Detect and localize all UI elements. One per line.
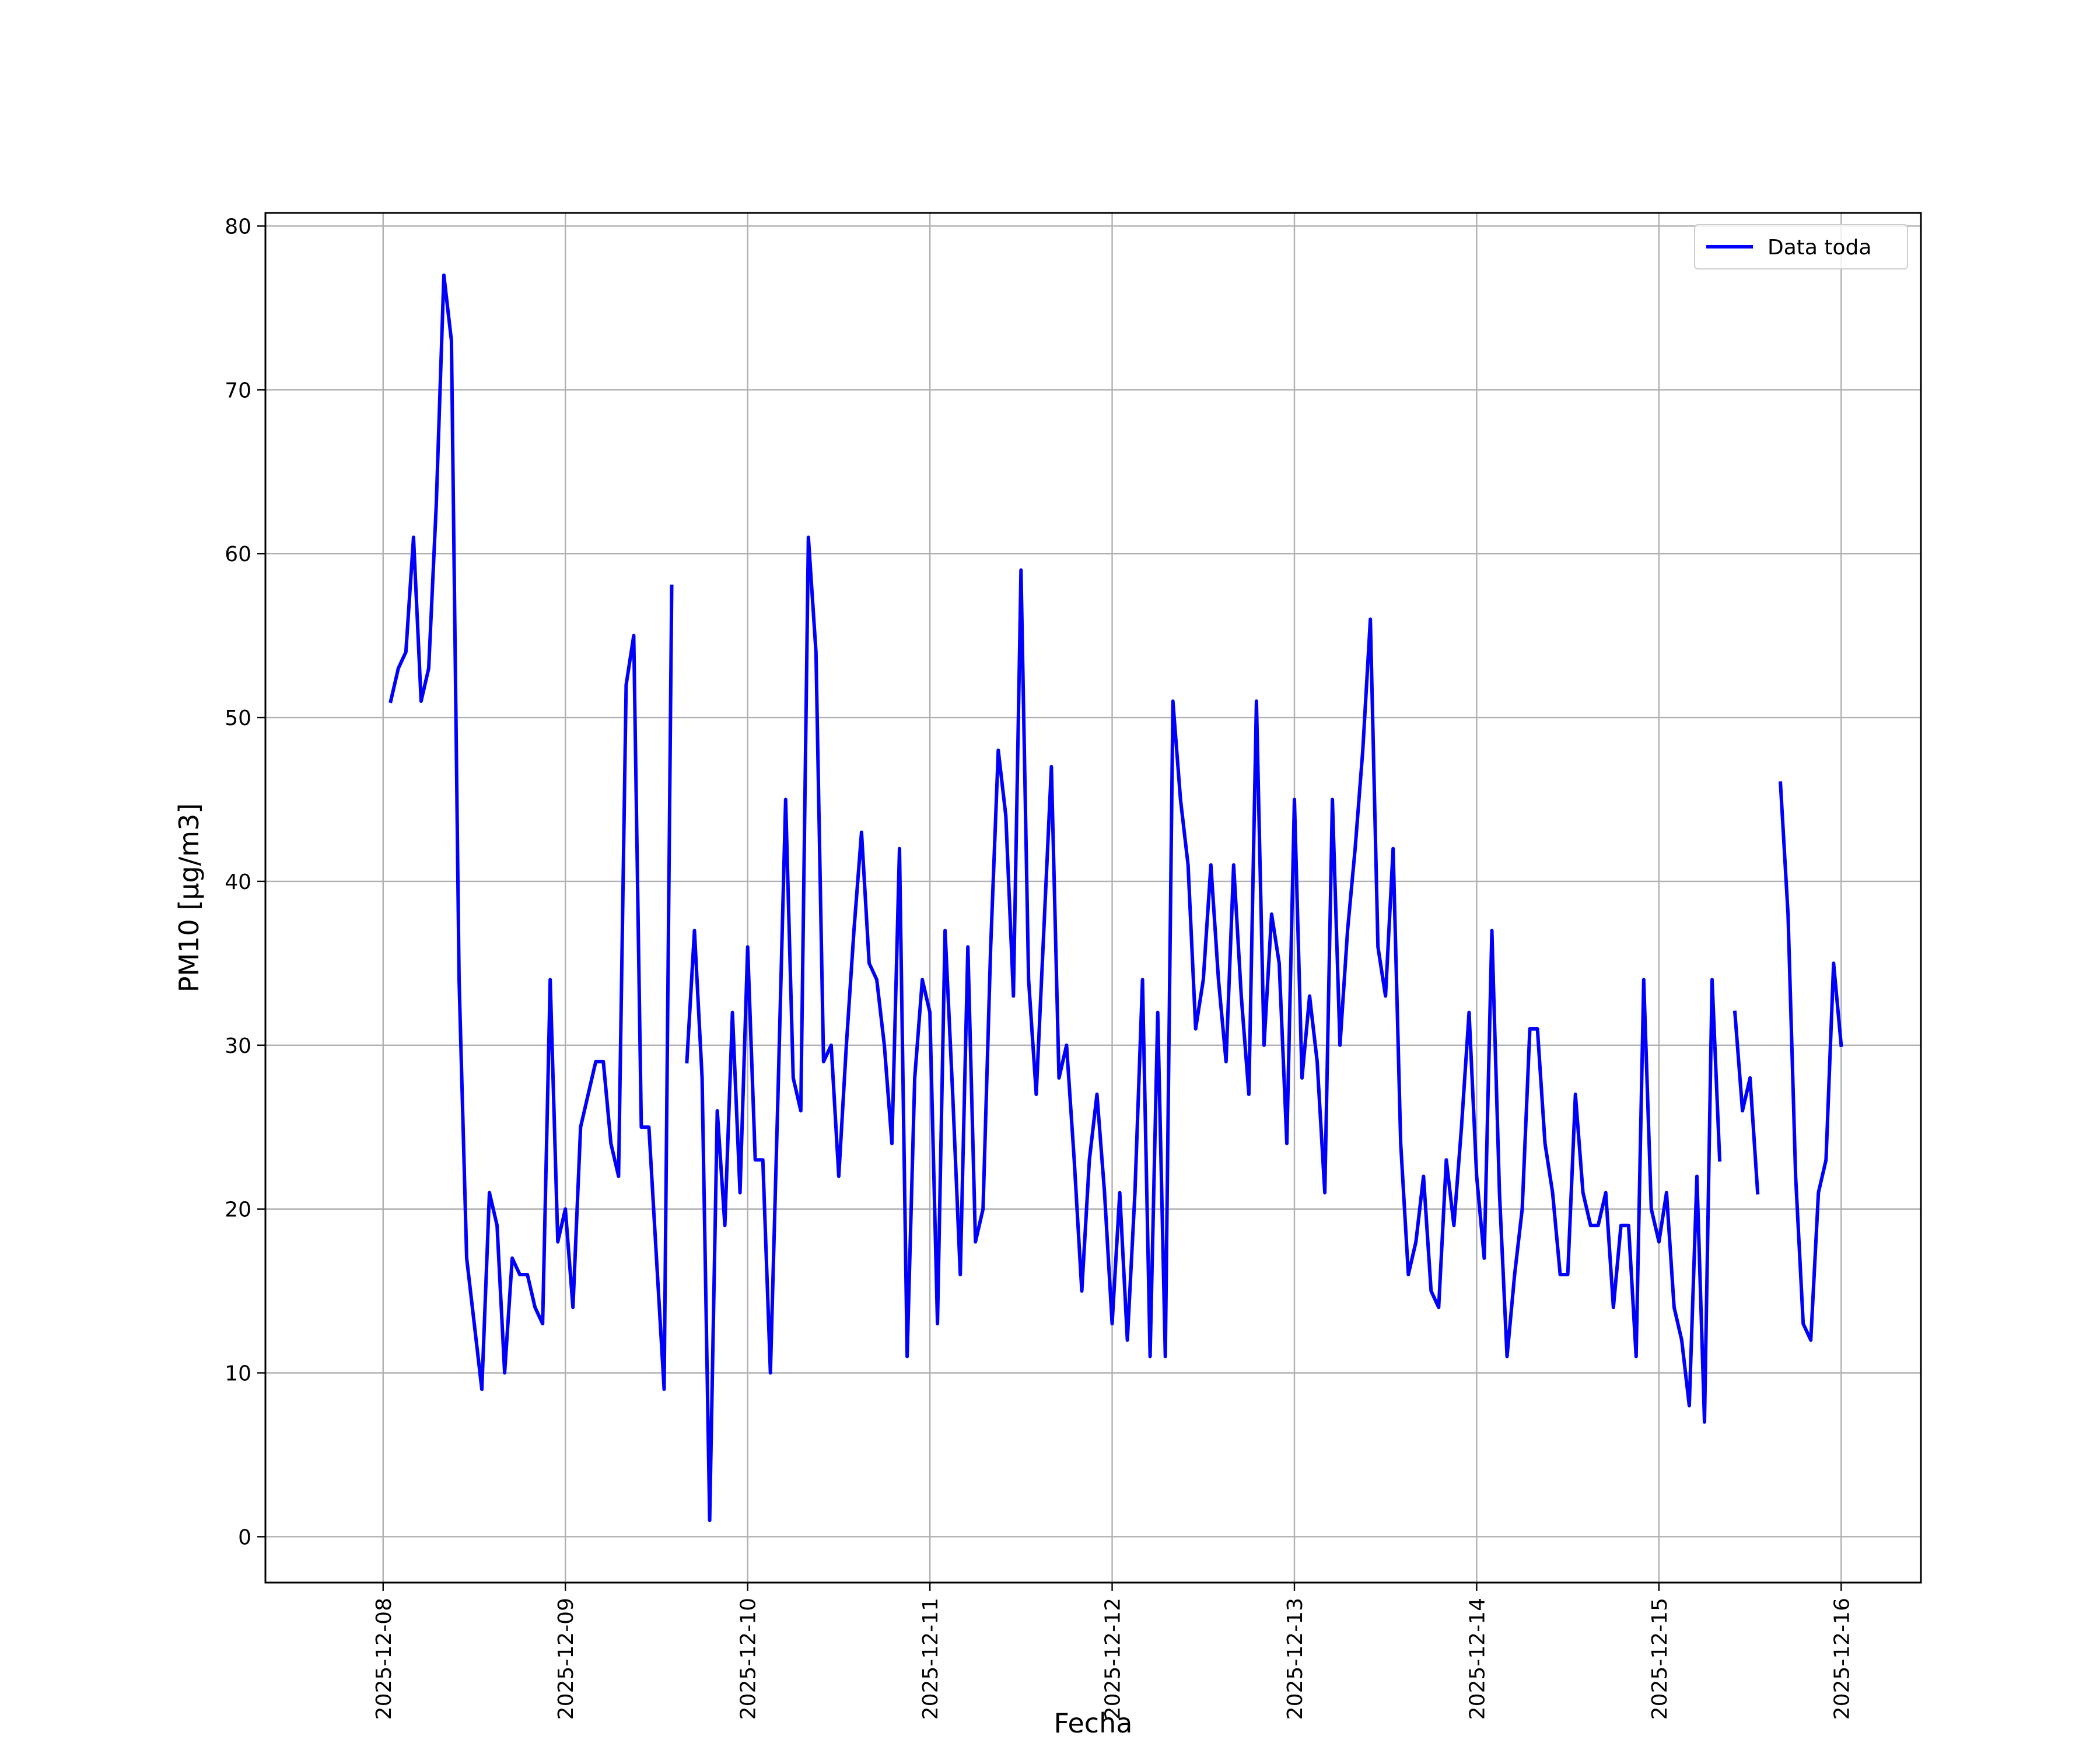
series-lines (388, 273, 1843, 1522)
y-axis-label: PM10 [μg/m3] (173, 803, 205, 993)
series-line-segment (1779, 781, 1843, 1342)
legend: Data toda (1694, 224, 1908, 270)
grid-lines (265, 213, 1921, 1583)
axis-ticks: 0 10 20 30 40 50 60 70 80 2025-12-08 2025-12-09 202… (225, 215, 1854, 1720)
y-tick-label: 0 (238, 1525, 251, 1549)
x-tick-label: 2025-12-08 (372, 1598, 396, 1720)
plot-frame (264, 212, 1922, 1584)
series-line-segment (388, 273, 674, 1391)
x-tick-label: 2025-12-16 (1830, 1598, 1854, 1720)
series-line-segment (685, 536, 1722, 1522)
y-tick-label: 70 (225, 379, 251, 402)
x-tick-label: 2025-12-09 (554, 1598, 578, 1720)
series-line-segment (1732, 1010, 1760, 1195)
x-tick-label: 2025-12-10 (737, 1598, 761, 1720)
y-tick-label: 50 (225, 706, 251, 730)
legend-box (1694, 224, 1908, 270)
x-tick-label: 2025-12-14 (1465, 1598, 1489, 1720)
y-tick-label: 20 (225, 1198, 251, 1222)
legend-label: Data toda (1768, 236, 1871, 260)
x-axis-label: Fecha (1054, 1707, 1133, 1739)
y-tick-label: 40 (225, 870, 251, 894)
x-tick-label: 2025-12-11 (919, 1598, 943, 1720)
x-tick-label: 2025-12-12 (1101, 1598, 1125, 1720)
y-tick-label: 60 (225, 542, 251, 566)
x-tick-label: 2025-12-15 (1648, 1598, 1672, 1720)
y-tick-label: 10 (225, 1362, 251, 1385)
y-tick-label: 80 (225, 215, 251, 239)
y-tick-label: 30 (225, 1034, 251, 1058)
x-tick-label: 2025-12-13 (1283, 1598, 1307, 1720)
